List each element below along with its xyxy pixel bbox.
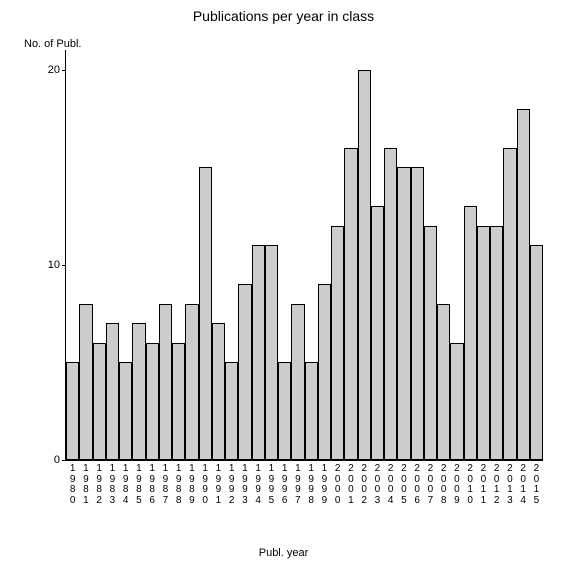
x-tick-label: 2014 [520, 464, 526, 506]
x-tick-label: 2001 [348, 464, 354, 506]
x-tick-label: 1985 [136, 464, 142, 506]
x-tick-label: 2008 [441, 464, 447, 506]
chart-title: Publications per year in class [0, 8, 567, 24]
bar [146, 343, 159, 460]
bar [159, 304, 172, 460]
y-axis-label: No. of Publ. [24, 38, 81, 50]
x-tick-label: 1992 [229, 464, 235, 506]
x-tick-label: 1982 [96, 464, 102, 506]
bar [93, 343, 106, 460]
x-tick-label: 2004 [388, 464, 394, 506]
bar [265, 245, 278, 460]
x-tick-label: 2006 [414, 464, 420, 506]
bar [490, 226, 503, 460]
bar [331, 226, 344, 460]
x-tick-label: 2013 [507, 464, 513, 506]
bar [450, 343, 463, 460]
bar [199, 167, 212, 460]
bar [252, 245, 265, 460]
bar [119, 362, 132, 460]
x-tick-label: 1983 [110, 464, 116, 506]
bar [318, 284, 331, 460]
y-tick-label: 0 [54, 454, 60, 466]
bar [358, 70, 371, 460]
x-tick-label: 2011 [481, 464, 487, 506]
x-tick-label: 1997 [295, 464, 301, 506]
bar [79, 304, 92, 460]
x-tick-label: 1994 [255, 464, 261, 506]
bar [371, 206, 384, 460]
x-tick-label: 1988 [176, 464, 182, 506]
x-tick-label: 1981 [83, 464, 89, 506]
chart-container: Publications per year in class No. of Pu… [0, 0, 567, 567]
x-tick-label: 2000 [335, 464, 341, 506]
x-tick-label: 1984 [123, 464, 129, 506]
x-tick-label: 1995 [269, 464, 275, 506]
plot-area: 0102019801981198219831984198519861987198… [65, 50, 543, 461]
y-tick-mark [62, 460, 66, 461]
bar [503, 148, 516, 460]
x-tick-label: 1980 [70, 464, 76, 506]
x-tick-label: 1998 [308, 464, 314, 506]
bar [172, 343, 185, 460]
x-axis-label: Publ. year [0, 547, 567, 559]
bar [66, 362, 79, 460]
y-tick-label: 20 [48, 64, 60, 76]
bar [291, 304, 304, 460]
bar [132, 323, 145, 460]
bar [464, 206, 477, 460]
x-tick-label: 1999 [322, 464, 328, 506]
bar [344, 148, 357, 460]
bar [225, 362, 238, 460]
x-tick-label: 2003 [375, 464, 381, 506]
x-tick-label: 2005 [401, 464, 407, 506]
y-tick-mark [62, 265, 66, 266]
bar [278, 362, 291, 460]
bar [517, 109, 530, 460]
bar [106, 323, 119, 460]
x-tick-label: 1987 [163, 464, 169, 506]
x-tick-label: 2012 [494, 464, 500, 506]
bar [477, 226, 490, 460]
bar [530, 245, 543, 460]
x-tick-label: 2010 [467, 464, 473, 506]
y-tick-mark [62, 70, 66, 71]
bar [212, 323, 225, 460]
bar [305, 362, 318, 460]
bar [424, 226, 437, 460]
x-tick-label: 1986 [149, 464, 155, 506]
bar [238, 284, 251, 460]
y-tick-label: 10 [48, 259, 60, 271]
x-tick-label: 2009 [454, 464, 460, 506]
x-tick-label: 1993 [242, 464, 248, 506]
x-tick-label: 1996 [282, 464, 288, 506]
x-tick-label: 2015 [534, 464, 540, 506]
x-tick-label: 1989 [189, 464, 195, 506]
x-tick-label: 2007 [428, 464, 434, 506]
bar [411, 167, 424, 460]
bar [185, 304, 198, 460]
x-tick-label: 1991 [216, 464, 222, 506]
x-tick-label: 2002 [361, 464, 367, 506]
x-tick-label: 1990 [202, 464, 208, 506]
bar [397, 167, 410, 460]
bar [437, 304, 450, 460]
bar [384, 148, 397, 460]
